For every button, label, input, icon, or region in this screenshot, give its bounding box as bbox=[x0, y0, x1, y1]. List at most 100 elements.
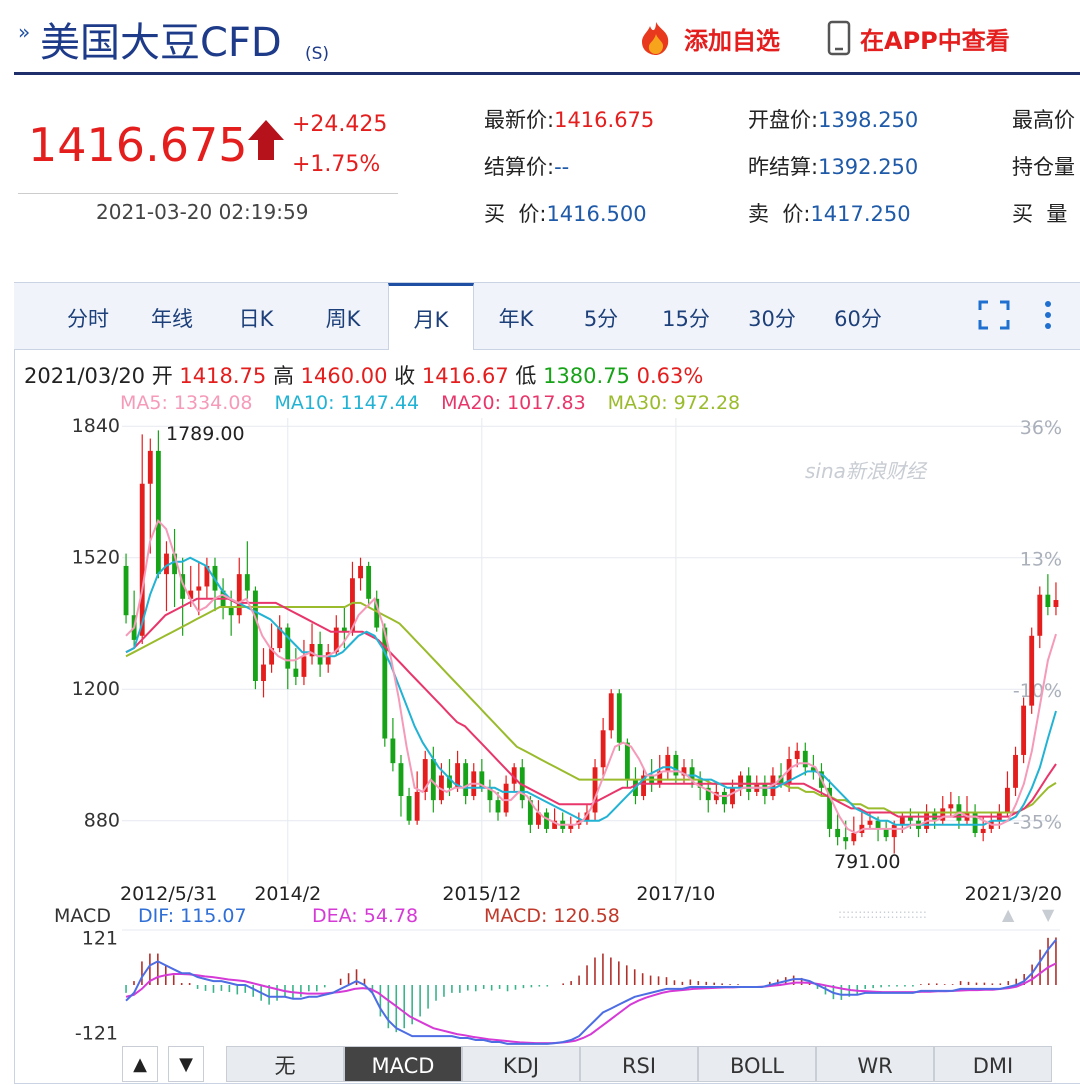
quote-field-value: 1392.250 bbox=[818, 155, 919, 179]
candle-body bbox=[867, 820, 873, 825]
fire-icon bbox=[642, 22, 669, 55]
scroll-up-icon: ▲ bbox=[1002, 905, 1015, 924]
candle-body bbox=[406, 796, 412, 821]
candle-body bbox=[390, 738, 396, 764]
candle-body bbox=[479, 771, 485, 788]
quote-field: 买 量 bbox=[1012, 198, 1067, 228]
candle-body bbox=[269, 648, 275, 665]
tab-1[interactable]: 年线 bbox=[151, 307, 193, 331]
high-label: 高 bbox=[272, 364, 294, 388]
pct-tick-label: 13% bbox=[1020, 549, 1062, 571]
pct-tick-label: -35% bbox=[1013, 812, 1062, 834]
view-in-app-button[interactable]: 在APP中查看 bbox=[826, 20, 1010, 56]
x-tick-label: 2017/10 bbox=[636, 883, 715, 905]
period-tabs bbox=[14, 283, 1080, 350]
tab-7[interactable]: 15分 bbox=[662, 307, 710, 331]
change-percent: +1.75% bbox=[292, 152, 381, 177]
candle-body bbox=[333, 627, 339, 653]
candle-body bbox=[1053, 600, 1059, 608]
close-value: 1416.67 bbox=[421, 364, 509, 388]
candle-body bbox=[455, 763, 461, 788]
quote-timestamp: 2021-03-20 02:19:59 bbox=[96, 200, 309, 224]
candle-body bbox=[851, 833, 857, 842]
indicator-button[interactable]: KDJ bbox=[462, 1046, 580, 1082]
candle-body bbox=[665, 754, 671, 772]
candle-body bbox=[536, 812, 541, 825]
divider bbox=[18, 193, 398, 194]
candle-body bbox=[721, 791, 727, 805]
quote-field-label: 结算价: bbox=[484, 155, 555, 179]
indicator-button[interactable]: RSI bbox=[580, 1046, 698, 1082]
change-value: 0.63% bbox=[636, 364, 704, 388]
tab-4[interactable]: 月K bbox=[388, 283, 474, 350]
open-label: 开 bbox=[151, 364, 173, 388]
tab-8[interactable]: 30分 bbox=[748, 307, 796, 331]
candle-body bbox=[843, 837, 849, 842]
indicator-button[interactable]: MACD bbox=[344, 1046, 462, 1082]
add-favorite-label: 添加自选 bbox=[684, 26, 780, 55]
candle-body bbox=[422, 759, 428, 792]
tab-0[interactable]: 分时 bbox=[67, 307, 109, 331]
title-bar bbox=[14, 0, 1080, 75]
candle-body bbox=[1029, 635, 1035, 706]
candle-body bbox=[139, 483, 145, 636]
candle-body bbox=[487, 787, 493, 801]
candle-body bbox=[382, 627, 388, 739]
quote-field: 卖 价:1417.250 bbox=[748, 198, 911, 228]
quote-field-label: 买 价: bbox=[484, 202, 547, 226]
quote-field: 最高价 bbox=[1012, 104, 1075, 134]
dea-line bbox=[125, 962, 1057, 1045]
fullscreen-icon[interactable] bbox=[978, 300, 1010, 330]
indicator-button[interactable]: BOLL bbox=[698, 1046, 816, 1082]
candle-body bbox=[681, 767, 687, 776]
candle-body bbox=[438, 775, 444, 801]
candle-body bbox=[827, 787, 832, 829]
candle-body bbox=[261, 664, 266, 681]
candle-body bbox=[164, 553, 169, 575]
add-favorite-button[interactable]: 添加自选 bbox=[636, 20, 780, 56]
tab-6[interactable]: 5分 bbox=[583, 307, 619, 331]
quote-field: 开盘价:1398.250 bbox=[748, 104, 918, 134]
indicator-button[interactable]: 无 bbox=[226, 1046, 344, 1082]
quote-field-label: 买 量 bbox=[1012, 202, 1068, 226]
more-vertical-icon[interactable] bbox=[1040, 298, 1056, 332]
quote-field-value: 1417.250 bbox=[810, 202, 911, 226]
candle-body bbox=[802, 750, 808, 768]
candle-body bbox=[341, 627, 347, 632]
candlestick-chart[interactable]: 1840 1520 1200 880 36% 13% -10% -35% 2012/5/31 20… bbox=[0, 0, 1080, 1046]
min-price-label: 791.00 bbox=[834, 851, 900, 873]
candle-body bbox=[430, 759, 436, 801]
candle-body bbox=[552, 820, 558, 829]
up-arrow-icon bbox=[248, 120, 284, 160]
phone-icon bbox=[827, 20, 851, 56]
candle-date: 2021/03/20 bbox=[24, 364, 146, 388]
dotted-divider: :::::::::::::::::::::: bbox=[838, 907, 927, 921]
y-tick-label: 880 bbox=[84, 810, 120, 832]
candle-body bbox=[1005, 787, 1010, 813]
tab-3[interactable]: 周K bbox=[325, 307, 361, 331]
candle-body bbox=[673, 754, 679, 776]
tab-9[interactable]: 60分 bbox=[834, 307, 882, 331]
quote-field-label: 持仓量 bbox=[1012, 155, 1075, 179]
ma30-line bbox=[125, 601, 1057, 814]
down-triangle-button[interactable]: ▼ bbox=[168, 1046, 204, 1082]
candle-body bbox=[641, 775, 646, 797]
tab-2[interactable]: 日K bbox=[238, 307, 274, 331]
candle-body bbox=[592, 767, 598, 813]
candle-body bbox=[705, 787, 711, 801]
candle-body bbox=[503, 783, 509, 813]
candle-body bbox=[810, 767, 816, 772]
up-triangle-button[interactable]: ▲ bbox=[122, 1046, 158, 1082]
candle-body bbox=[317, 644, 323, 665]
indicator-button[interactable]: WR bbox=[816, 1046, 934, 1082]
quote-field-label: 开盘价: bbox=[748, 108, 819, 132]
indicator-button[interactable]: DMI bbox=[934, 1046, 1052, 1082]
quote-field: 最新价:1416.675 bbox=[484, 104, 654, 134]
candle-body bbox=[196, 586, 202, 591]
y-tick-label: 1840 bbox=[72, 415, 120, 437]
sina-watermark: sina新浪财经 bbox=[805, 459, 928, 483]
candle-body bbox=[228, 607, 234, 616]
candle-body bbox=[155, 450, 161, 575]
candle-body bbox=[786, 759, 792, 784]
tab-5[interactable]: 年K bbox=[498, 307, 534, 331]
